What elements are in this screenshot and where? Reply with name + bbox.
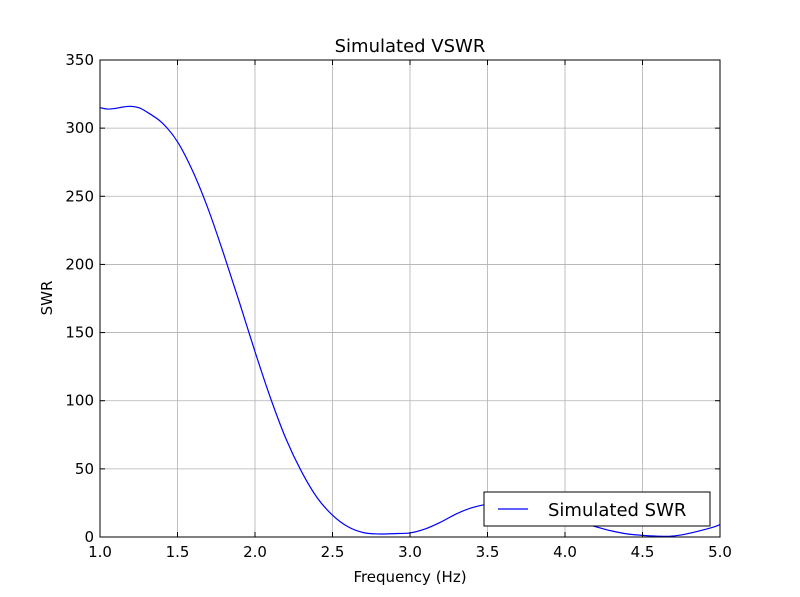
y-tick-label: 200 — [65, 255, 94, 273]
y-tick-label: 300 — [65, 119, 94, 137]
y-tick-label: 150 — [65, 324, 94, 342]
x-tick-label: 5.0 — [708, 543, 732, 561]
legend-label: Simulated SWR — [548, 500, 686, 521]
x-tick-label: 1.5 — [166, 543, 190, 561]
y-tick-label: 250 — [65, 187, 94, 205]
x-tick-label: 3.0 — [398, 543, 422, 561]
y-tick-label: 100 — [65, 392, 94, 410]
ticks: 1.0 1.5 2.0 2.5 3.0 3.5 4.0 4.5 5.0 0 50 100 150 200 2… — [65, 51, 732, 561]
series-line-simulated-swr — [100, 105, 720, 537]
x-tick-label: 4.5 — [631, 543, 655, 561]
chart-title: Simulated VSWR — [335, 36, 486, 57]
y-tick-label: 350 — [65, 51, 94, 69]
x-axis-label: Frequency (Hz) — [353, 568, 466, 586]
x-tick-label: 4.0 — [553, 543, 577, 561]
series-group — [100, 105, 720, 537]
y-axis-label: SWR — [38, 281, 56, 316]
x-tick-label: 2.0 — [243, 543, 267, 561]
y-tick-label: 50 — [75, 460, 94, 478]
x-tick-label: 1.0 — [88, 543, 112, 561]
y-tick-label: 0 — [84, 528, 94, 546]
x-tick-label: 2.5 — [321, 543, 345, 561]
legend: Simulated SWR — [483, 491, 711, 527]
x-tick-label: 3.5 — [476, 543, 500, 561]
